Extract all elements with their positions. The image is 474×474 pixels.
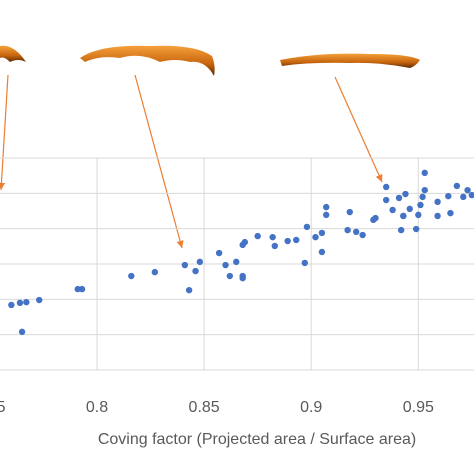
point [35,296,43,304]
x-tick-label: 0.75 [0,399,6,416]
point [359,231,366,239]
point [215,249,223,257]
point [389,206,396,214]
point [284,237,291,245]
point [382,183,390,191]
point [323,203,330,211]
point [445,192,452,200]
point [293,236,300,244]
point [397,226,405,234]
x-tick-label: 0.85 [189,399,220,416]
point [417,201,424,209]
point [192,267,199,275]
point [301,259,308,267]
point [18,328,26,336]
x-tick-label: 0.95 [403,399,434,416]
point [181,261,189,269]
point [323,211,330,219]
point [303,223,311,231]
point [382,196,390,204]
point [78,285,86,293]
point [464,186,471,194]
x-tick-label: 0.9 [300,399,322,416]
surface-image [80,45,215,76]
point [233,258,240,266]
surface-image [0,45,26,62]
point [344,226,351,234]
x-tick-label: 0.8 [86,399,108,416]
point [412,225,420,233]
point [419,193,426,201]
point [271,242,279,250]
point [406,205,413,213]
point [312,233,319,241]
point [468,191,474,199]
point [400,212,407,220]
point [239,274,246,282]
arrow [134,74,184,249]
point [434,198,441,206]
point [402,190,409,198]
point [453,182,461,190]
point [460,193,467,201]
point [346,208,353,216]
arrow [334,76,383,183]
point [421,186,428,194]
surface-image [280,53,420,68]
x-axis-label: Coving factor (Projected area / Surface … [98,431,416,448]
arrow [0,74,9,191]
point [395,194,403,202]
point [226,272,234,280]
point [254,232,261,240]
point [151,268,159,276]
point [318,229,326,237]
point [447,209,454,217]
point [318,248,326,256]
point [16,299,24,307]
point [241,238,249,246]
point [8,301,15,309]
point [434,212,441,220]
point [222,261,229,269]
point [269,233,276,241]
point [185,286,193,294]
point [372,214,379,222]
point [421,169,428,177]
point [196,258,204,266]
point [415,211,422,219]
point [128,272,135,280]
point [352,228,360,236]
point [23,298,30,306]
